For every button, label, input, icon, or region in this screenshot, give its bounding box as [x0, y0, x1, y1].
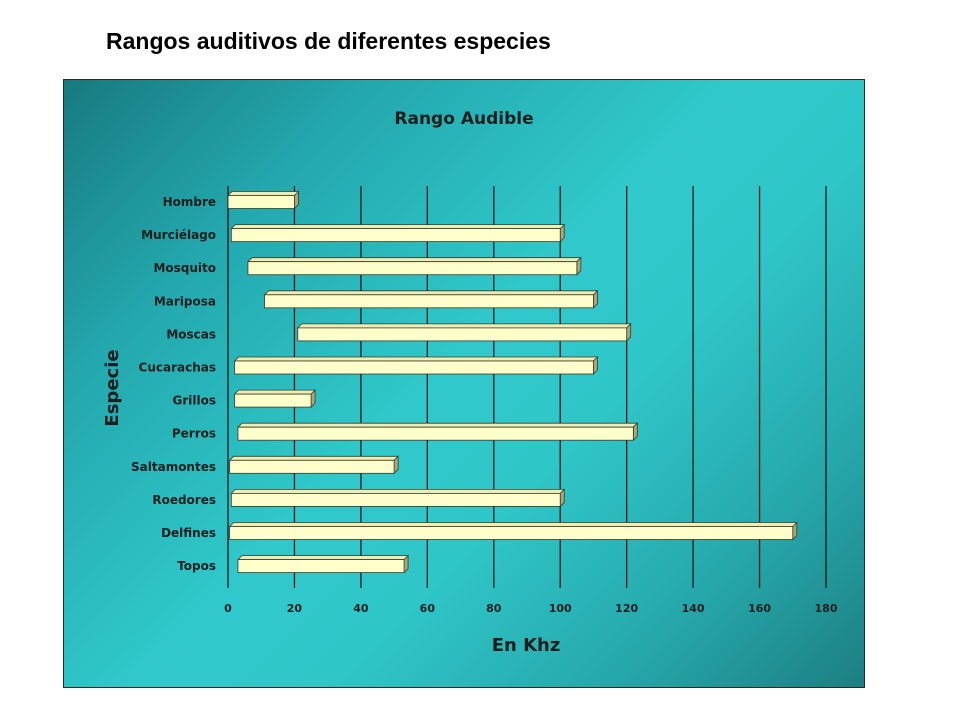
page-title: Rangos auditivos de diferentes especies	[106, 28, 551, 54]
category-label: Roedores	[152, 493, 216, 507]
bar	[228, 521, 798, 541]
bar-front-face	[247, 261, 578, 276]
bar-front-face	[229, 526, 794, 540]
category-label: Topos	[177, 559, 216, 573]
bar	[296, 322, 632, 342]
bar-top-face	[228, 522, 798, 527]
bar-top-face	[263, 290, 599, 296]
category-label: Mariposa	[154, 294, 216, 308]
grid-lines	[227, 186, 827, 588]
bar-front-face	[234, 393, 312, 408]
x-tick-label: 180	[815, 602, 838, 615]
category-label: Mosquito	[153, 261, 216, 275]
category-label: Hombre	[163, 195, 216, 209]
bar-top-face	[228, 455, 400, 461]
bar-top-face	[237, 555, 410, 561]
bar	[230, 223, 566, 243]
category-label: Delfines	[161, 526, 216, 540]
bars-group	[227, 190, 798, 574]
bar-front-face	[297, 327, 628, 342]
bar-top-face	[230, 488, 566, 494]
bar	[227, 190, 300, 210]
bar-front-face	[227, 195, 295, 209]
bar-top-face	[227, 191, 300, 196]
bar-top-face	[246, 257, 582, 263]
bar-top-face	[237, 422, 639, 428]
bar-top-face	[296, 323, 632, 329]
bar	[233, 356, 599, 375]
bar	[263, 289, 599, 309]
bar-top-face	[233, 389, 317, 395]
x-tick-label: 160	[748, 602, 771, 615]
x-tick-labels: 0 20 40 60 80 100 120 140 160 180	[224, 602, 838, 615]
category-label: Grillos	[173, 394, 217, 408]
bar	[230, 488, 566, 508]
x-tick-label: 40	[353, 602, 369, 615]
category-label: Perros	[172, 427, 216, 441]
bar	[237, 422, 639, 442]
x-tick-label: 100	[549, 602, 572, 615]
category-label: Saltamontes	[131, 460, 216, 474]
bar-front-face	[230, 492, 561, 507]
chart-panel: Rango Audible Hombre Murciélago Mosquito Ma…	[63, 79, 865, 688]
x-tick-label: 0	[224, 602, 232, 615]
x-axis-label: En Khz	[492, 635, 561, 656]
category-label: Moscas	[166, 327, 216, 341]
x-tick-label: 80	[486, 602, 502, 615]
y-axis-label: Especie	[102, 349, 123, 426]
category-labels: Hombre Murciélago Mosquito Mariposa Moscas Cu…	[131, 195, 216, 573]
x-tick-label: 20	[287, 602, 303, 615]
bar	[237, 554, 410, 574]
x-tick-label: 120	[615, 602, 638, 615]
bar	[228, 455, 400, 475]
range-chart: Rango Audible Hombre Murciélago Mosquito Ma…	[102, 109, 838, 656]
category-label: Murciélago	[141, 228, 216, 242]
bar-top-face	[233, 356, 599, 362]
bar-front-face	[234, 360, 594, 375]
bar-front-face	[264, 294, 594, 309]
bar-front-face	[237, 426, 634, 441]
bar-top-face	[230, 224, 566, 230]
category-label: Cucarachas	[139, 361, 216, 375]
x-tick-label: 140	[682, 602, 705, 615]
bar-front-face	[230, 228, 561, 243]
bar-front-face	[237, 559, 405, 574]
x-tick-label: 60	[420, 602, 436, 615]
bar	[246, 256, 582, 276]
chart-title: Rango Audible	[394, 109, 533, 129]
bar	[233, 389, 317, 409]
bar-front-face	[229, 459, 395, 474]
